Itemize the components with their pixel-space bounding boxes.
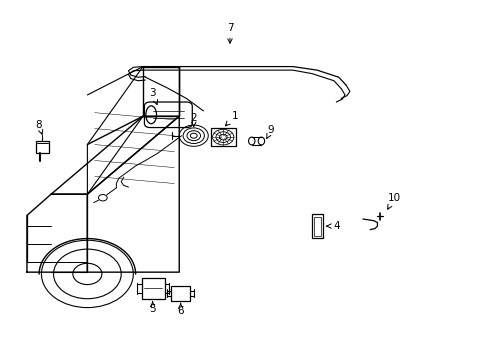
Text: 10: 10 xyxy=(387,193,400,209)
Bar xyxy=(36,141,49,153)
Text: 7: 7 xyxy=(226,23,233,43)
Ellipse shape xyxy=(145,106,156,124)
Text: 3: 3 xyxy=(149,88,157,104)
Bar xyxy=(210,128,235,146)
Bar xyxy=(171,286,190,301)
Text: 8: 8 xyxy=(36,120,43,134)
Text: 9: 9 xyxy=(266,125,274,139)
Text: 5: 5 xyxy=(149,302,156,314)
Bar xyxy=(313,217,321,236)
Text: 6: 6 xyxy=(177,303,183,316)
Bar xyxy=(141,278,164,299)
Ellipse shape xyxy=(248,137,254,145)
Text: 4: 4 xyxy=(326,221,339,231)
Text: 2: 2 xyxy=(190,113,197,126)
Text: 1: 1 xyxy=(225,111,238,126)
Bar xyxy=(311,215,322,238)
Ellipse shape xyxy=(258,137,264,145)
